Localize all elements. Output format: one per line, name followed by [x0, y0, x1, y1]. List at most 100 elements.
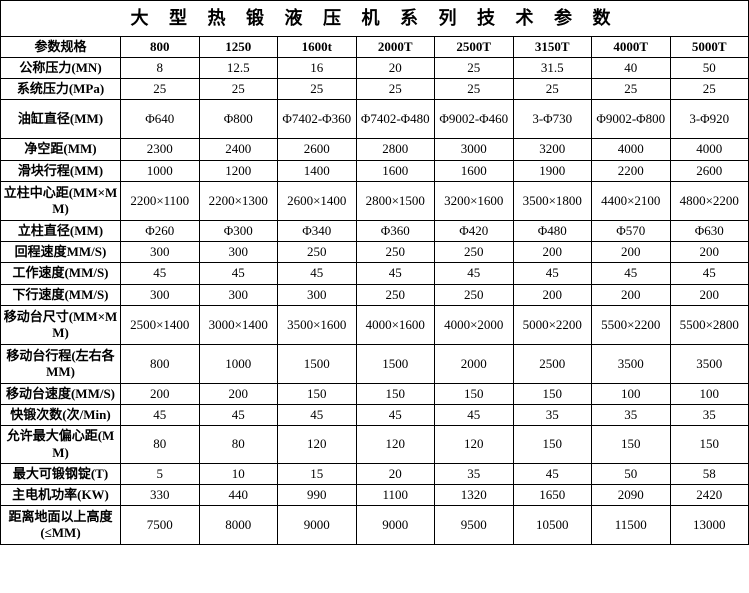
header-row: 参数规格 800 1250 1600t 2000T 2500T 3150T 40… — [1, 36, 749, 57]
cell: 10 — [199, 463, 278, 484]
cell: 300 — [278, 284, 357, 305]
col-header: 800 — [121, 36, 200, 57]
cell: 3000×1400 — [199, 305, 278, 344]
cell: 2600 — [278, 139, 357, 160]
cell: 150 — [592, 426, 671, 464]
cell: 2000 — [435, 344, 514, 383]
col-header: 5000T — [670, 36, 749, 57]
cell: 3500 — [592, 344, 671, 383]
cell: 9000 — [278, 506, 357, 545]
table-row: 系统压力(MPa)2525252525252525 — [1, 79, 749, 100]
cell: Φ9002-Φ800 — [592, 100, 671, 139]
cell: 45 — [199, 405, 278, 426]
cell: 45 — [356, 263, 435, 284]
cell: 100 — [670, 383, 749, 404]
table-row: 移动台速度(MM/S)200200150150150150100100 — [1, 383, 749, 404]
cell: 16 — [278, 57, 357, 78]
param-label: 滑块行程(MM) — [1, 160, 121, 181]
cell: Φ360 — [356, 220, 435, 241]
cell: 1100 — [356, 485, 435, 506]
col-header: 3150T — [513, 36, 592, 57]
cell: 200 — [670, 242, 749, 263]
table-row: 净空距(MM)23002400260028003000320040004000 — [1, 139, 749, 160]
cell: 58 — [670, 463, 749, 484]
cell: 2400 — [199, 139, 278, 160]
cell: 45 — [121, 405, 200, 426]
cell: Φ7402-Φ360 — [278, 100, 357, 139]
cell: 35 — [592, 405, 671, 426]
cell: 5500×2800 — [670, 305, 749, 344]
cell: 2420 — [670, 485, 749, 506]
cell: 45 — [435, 263, 514, 284]
cell: 2200×1100 — [121, 181, 200, 220]
cell: 9500 — [435, 506, 514, 545]
cell: 12.5 — [199, 57, 278, 78]
cell: 25 — [435, 57, 514, 78]
cell: Φ7402-Φ480 — [356, 100, 435, 139]
cell: 3-Φ920 — [670, 100, 749, 139]
param-label: 移动台速度(MM/S) — [1, 383, 121, 404]
cell: 11500 — [592, 506, 671, 545]
col-header: 1250 — [199, 36, 278, 57]
cell: 20 — [356, 57, 435, 78]
cell: 50 — [670, 57, 749, 78]
cell: 120 — [435, 426, 514, 464]
table-row: 主电机功率(KW)33044099011001320165020902420 — [1, 485, 749, 506]
table-row: 立柱直径(MM)Φ260Φ300Φ340Φ360Φ420Φ480Φ570Φ630 — [1, 220, 749, 241]
table-row: 回程速度MM/S)300300250250250200200200 — [1, 242, 749, 263]
cell: 15 — [278, 463, 357, 484]
cell: 200 — [199, 383, 278, 404]
title-row: 大 型 热 锻 液 压 机 系 列 技 术 参 数 — [1, 1, 749, 37]
table-row: 快锻次数(次/Min)4545454545353535 — [1, 405, 749, 426]
cell: 300 — [121, 242, 200, 263]
cell: 100 — [592, 383, 671, 404]
cell: 1200 — [199, 160, 278, 181]
cell: 2200 — [592, 160, 671, 181]
cell: 150 — [435, 383, 514, 404]
table-row: 滑块行程(MM)10001200140016001600190022002600 — [1, 160, 749, 181]
cell: 45 — [670, 263, 749, 284]
cell: Φ420 — [435, 220, 514, 241]
param-label: 最大可锻钢锭(T) — [1, 463, 121, 484]
cell: 2500×1400 — [121, 305, 200, 344]
cell: 800 — [121, 344, 200, 383]
cell: 440 — [199, 485, 278, 506]
cell: 1600 — [435, 160, 514, 181]
cell: 8 — [121, 57, 200, 78]
cell: 300 — [199, 284, 278, 305]
cell: 200 — [121, 383, 200, 404]
cell: 10500 — [513, 506, 592, 545]
cell: 2500 — [513, 344, 592, 383]
cell: 2600×1400 — [278, 181, 357, 220]
cell: 1900 — [513, 160, 592, 181]
cell: Φ340 — [278, 220, 357, 241]
cell: 4800×2200 — [670, 181, 749, 220]
cell: 45 — [435, 405, 514, 426]
table-row: 油缸直径(MM)Φ640Φ800Φ7402-Φ360Φ7402-Φ480Φ900… — [1, 100, 749, 139]
cell: 3-Φ730 — [513, 100, 592, 139]
param-label: 净空距(MM) — [1, 139, 121, 160]
cell: Φ480 — [513, 220, 592, 241]
col-header-param: 参数规格 — [1, 36, 121, 57]
table-row: 允许最大偏心距(MM)8080120120120150150150 — [1, 426, 749, 464]
table-row: 立柱中心距(MM×MM)2200×11002200×13002600×14002… — [1, 181, 749, 220]
param-label: 距离地面以上高度(≤MM) — [1, 506, 121, 545]
cell: 35 — [513, 405, 592, 426]
param-label: 公称压力(MN) — [1, 57, 121, 78]
cell: 300 — [199, 242, 278, 263]
col-header: 1600t — [278, 36, 357, 57]
param-label: 回程速度MM/S) — [1, 242, 121, 263]
cell: 330 — [121, 485, 200, 506]
cell: 25 — [199, 79, 278, 100]
cell: 1000 — [121, 160, 200, 181]
cell: Φ570 — [592, 220, 671, 241]
cell: 1500 — [278, 344, 357, 383]
col-header: 2500T — [435, 36, 514, 57]
param-label: 下行速度(MM/S) — [1, 284, 121, 305]
cell: 3200×1600 — [435, 181, 514, 220]
cell: 31.5 — [513, 57, 592, 78]
cell: 25 — [356, 79, 435, 100]
param-label: 油缸直径(MM) — [1, 100, 121, 139]
table-row: 移动台尺寸(MM×MM)2500×14003000×14003500×16004… — [1, 305, 749, 344]
cell: 300 — [121, 284, 200, 305]
